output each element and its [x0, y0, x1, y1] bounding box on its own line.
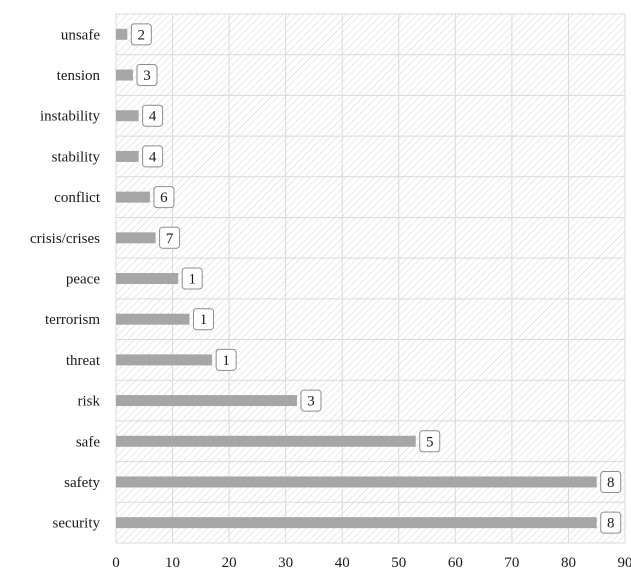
bar	[116, 28, 128, 40]
x-tick-label: 60	[448, 555, 463, 571]
data-label: 3	[143, 68, 151, 84]
bar	[116, 273, 179, 284]
data-labels: 2 3 4 4 6 7 1 1 1 3 5 8 8	[130, 23, 622, 534]
data-label: 7	[166, 231, 174, 247]
bar	[116, 191, 150, 203]
data-label: 8	[607, 516, 615, 532]
category-label: risk	[78, 394, 101, 410]
data-label: 8	[607, 475, 615, 491]
data-label: 3	[307, 394, 315, 410]
x-tick-label: 0	[112, 555, 120, 571]
data-label-box	[419, 430, 441, 453]
category-label: crisis/crises	[30, 231, 100, 247]
bar	[116, 476, 597, 488]
data-label-box	[600, 470, 622, 493]
data-label: 2	[138, 27, 146, 43]
data-label: 1	[222, 353, 230, 369]
x-tick-label: 90	[618, 555, 631, 571]
data-label-box	[136, 64, 158, 87]
data-label-box	[300, 389, 322, 412]
data-label-box	[159, 226, 181, 249]
data-label: 6	[160, 190, 168, 206]
bar	[116, 354, 213, 366]
category-label: threat	[66, 353, 101, 369]
gridlines	[115, 13, 626, 544]
bar	[116, 313, 190, 325]
x-tick-label: 20	[222, 555, 237, 571]
data-label: 4	[149, 109, 157, 125]
bar	[116, 69, 133, 81]
data-label-box	[142, 145, 164, 168]
data-label-box	[600, 511, 622, 534]
data-label-box	[153, 186, 175, 209]
category-label: safe	[76, 434, 100, 450]
data-label-box	[181, 267, 203, 290]
category-label: security	[53, 516, 101, 532]
data-label: 5	[426, 434, 434, 450]
data-label-box	[142, 104, 164, 127]
x-tick-label: 40	[335, 555, 350, 571]
x-tick-label: 10	[165, 555, 180, 571]
category-label: peace	[66, 272, 100, 288]
bar	[116, 517, 597, 529]
data-label: 1	[188, 272, 196, 288]
bar	[116, 435, 416, 447]
data-label-box	[193, 308, 215, 331]
data-label-box	[215, 348, 237, 371]
bar	[116, 232, 156, 244]
bar	[116, 150, 139, 162]
bars	[116, 28, 597, 529]
x-tick-label: 80	[561, 555, 576, 571]
x-tick-label: 30	[278, 555, 293, 571]
category-label: unsafe	[61, 27, 100, 43]
x-tick-label: 70	[504, 555, 519, 571]
category-labels: unsafe tension instability stability conflic…	[30, 27, 101, 531]
data-label-box	[130, 23, 152, 46]
category-label: safety	[64, 475, 100, 491]
x-axis-tick-labels: 0 10 20 30 40 50 60 70 80 90	[112, 555, 631, 571]
category-label: terrorism	[45, 312, 100, 328]
category-label: conflict	[54, 190, 101, 206]
data-label: 4	[149, 149, 157, 165]
x-tick-label: 50	[391, 555, 406, 571]
data-label: 1	[200, 312, 208, 328]
category-label: tension	[57, 68, 101, 84]
bar	[116, 110, 139, 122]
bar	[116, 395, 297, 407]
category-label: stability	[52, 149, 101, 165]
category-label: instability	[40, 109, 101, 125]
